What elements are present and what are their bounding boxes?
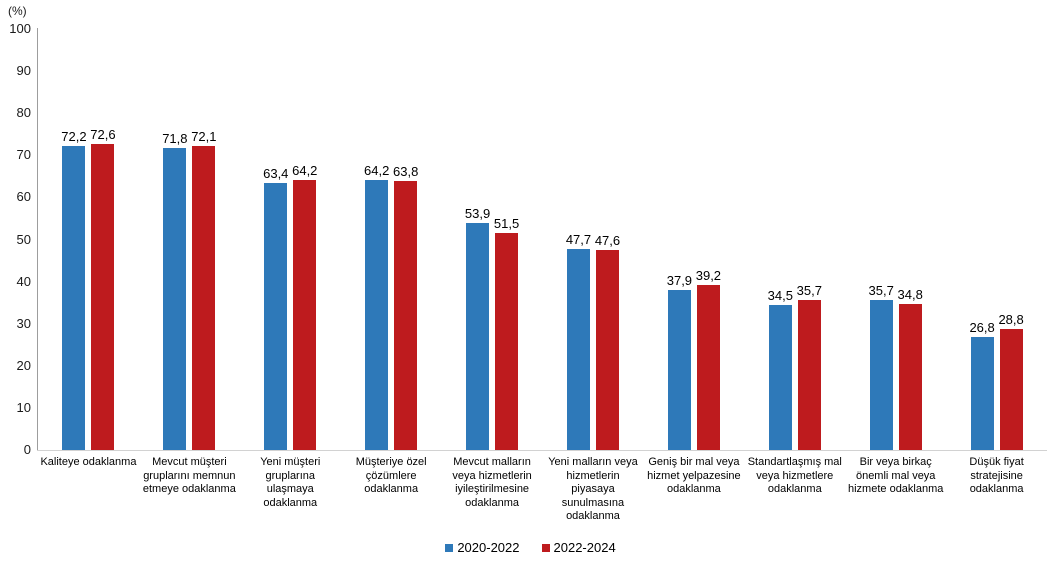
bar-value-label: 51,5 bbox=[493, 216, 520, 232]
bar-2022-2024-9: 34,8 bbox=[898, 287, 923, 450]
category-label-1: Kaliteye odaklanma bbox=[40, 456, 137, 468]
bar-2022-2024-3: 64,2 bbox=[292, 163, 317, 450]
bar-value-label: 47,6 bbox=[594, 232, 621, 248]
category-label-4: Müşteriye özel çözümlere odaklanma bbox=[355, 456, 427, 495]
bar-2020-2022-5: 53,9 bbox=[465, 206, 490, 450]
bar-2020-2022-2: 71,8 bbox=[162, 131, 188, 450]
category-label-9: Bir veya birkaç önemli mal veya hizmete … bbox=[848, 456, 944, 495]
bar-value-label: 35,7 bbox=[868, 282, 894, 298]
plot-area: 72,2 72,6 71,8 72,1 63,4 64,2 64,2 63,8 53,9 51,5… bbox=[38, 29, 1047, 450]
bar-value-label: 26,8 bbox=[969, 320, 995, 336]
bar-2020-2022-10: 26,8 bbox=[969, 320, 995, 450]
legend-label: 2022-2024 bbox=[553, 540, 616, 555]
y-tick-label-80: 80 bbox=[16, 105, 31, 121]
bar-value-label: 71,8 bbox=[162, 130, 188, 146]
bar-value-label: 39,2 bbox=[695, 267, 722, 283]
bar-value-label: 34,5 bbox=[767, 287, 793, 303]
bar-group-6: 47,7 47,6 bbox=[543, 29, 644, 450]
category-label-5: Mevcut malların veya hizmetlerin iyileşt… bbox=[452, 456, 532, 509]
legend-entry-2022-2024: 2022-2024 bbox=[541, 540, 616, 555]
category-label-7: Geniş bir mal veya hizmet yelpazesine od… bbox=[647, 456, 741, 495]
bar-2022-2024-10: 28,8 bbox=[998, 312, 1024, 450]
bar-2022-2024-5: 51,5 bbox=[494, 216, 519, 450]
y-axis-unit-label: (%) bbox=[8, 4, 27, 18]
bar-group-7: 37,9 39,2 bbox=[643, 29, 744, 450]
bar-2020-2022-9: 35,7 bbox=[869, 283, 894, 450]
bar-2020-2022-6: 47,7 bbox=[566, 232, 591, 450]
y-tick-label-90: 90 bbox=[16, 63, 31, 79]
bar-group-4: 64,2 63,8 bbox=[341, 29, 442, 450]
bar-value-label: 63,8 bbox=[393, 164, 419, 180]
y-axis-tick-labels: 0 10 20 30 40 50 60 70 80 90 100 bbox=[0, 22, 31, 457]
y-tick-label-10: 10 bbox=[16, 399, 31, 415]
bar-value-label: 63,4 bbox=[263, 166, 289, 182]
category-label-8: Standartlaşmış mal veya hizmetlere odakl… bbox=[747, 456, 842, 495]
bar-group-9: 35,7 34,8 bbox=[845, 29, 946, 450]
bar-2022-2024-8: 35,7 bbox=[797, 283, 822, 450]
bar-group-1: 72,2 72,6 bbox=[38, 29, 139, 450]
legend-label: 2020-2022 bbox=[457, 540, 520, 555]
category-label-3: Yeni müşteri gruplarına ulaşmaya odaklan… bbox=[260, 456, 321, 509]
y-tick-label-0: 0 bbox=[23, 442, 31, 457]
x-axis-baseline bbox=[37, 450, 1047, 451]
legend-entry-2020-2022: 2020-2022 bbox=[445, 540, 520, 555]
bar-value-label: 64,2 bbox=[364, 162, 390, 178]
bar-group-5: 53,9 51,5 bbox=[442, 29, 543, 450]
category-label-6: Yeni malların veya hizmetlerin piyasaya … bbox=[548, 456, 638, 522]
y-tick-label-30: 30 bbox=[16, 315, 31, 331]
bar-2020-2022-3: 63,4 bbox=[263, 166, 288, 450]
legend: 2020-2022 2022-2024 bbox=[0, 540, 1061, 555]
bar-group-10: 26,8 28,8 bbox=[946, 29, 1047, 450]
y-tick-label-70: 70 bbox=[16, 147, 31, 163]
y-tick-label-60: 60 bbox=[16, 189, 31, 205]
legend-swatch-red bbox=[541, 543, 550, 552]
legend-swatch-blue bbox=[445, 543, 454, 552]
bar-value-label: 72,2 bbox=[61, 129, 87, 145]
bar-2022-2024-6: 47,6 bbox=[595, 233, 620, 450]
bar-value-label: 28,8 bbox=[998, 311, 1024, 327]
bar-2022-2024-7: 39,2 bbox=[696, 268, 721, 450]
bar-value-label: 64,2 bbox=[292, 162, 318, 178]
bar-value-label: 72,6 bbox=[90, 127, 116, 143]
bar-value-label: 53,9 bbox=[464, 206, 491, 222]
bar-2020-2022-8: 34,5 bbox=[768, 288, 793, 450]
bar-2020-2022-4: 64,2 bbox=[364, 163, 389, 450]
bar-value-label: 37,9 bbox=[666, 273, 693, 289]
bar-value-label: 72,1 bbox=[191, 129, 217, 145]
category-label-10: Düşük fiyat stratejisine odaklanma bbox=[969, 456, 1024, 495]
bar-2020-2022-1: 72,2 bbox=[61, 129, 87, 450]
y-tick-label-100: 100 bbox=[9, 21, 31, 36]
bar-2022-2024-2: 72,1 bbox=[191, 129, 217, 450]
category-label-2: Mevcut müşteri gruplarını memnun etmeye … bbox=[142, 456, 236, 495]
bar-group-2: 71,8 72,1 bbox=[139, 29, 240, 450]
bar-group-8: 34,5 35,7 bbox=[744, 29, 845, 450]
bar-2022-2024-4: 63,8 bbox=[393, 164, 418, 450]
bar-group-3: 63,4 64,2 bbox=[240, 29, 341, 450]
y-tick-label-40: 40 bbox=[16, 273, 31, 289]
y-tick-label-50: 50 bbox=[16, 231, 31, 247]
y-tick-label-20: 20 bbox=[16, 357, 31, 373]
bar-value-label: 34,8 bbox=[897, 286, 923, 302]
x-axis-category-labels: Kaliteye odaklanma Mevcut müşteri gruplar… bbox=[38, 456, 1047, 524]
bar-2022-2024-1: 72,6 bbox=[90, 127, 116, 450]
bar-value-label: 35,7 bbox=[796, 282, 822, 298]
bar-value-label: 47,7 bbox=[565, 232, 592, 248]
y-axis-line bbox=[37, 28, 38, 450]
bar-2020-2022-7: 37,9 bbox=[667, 273, 692, 450]
